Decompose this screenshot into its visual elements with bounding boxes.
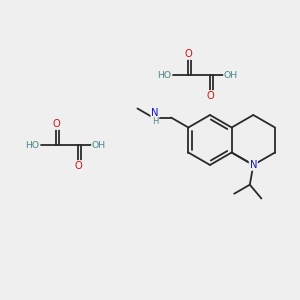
Text: N: N (250, 160, 257, 170)
Text: O: O (52, 119, 60, 129)
Text: H: H (152, 117, 158, 126)
Text: OH: OH (92, 140, 106, 149)
Text: O: O (184, 49, 192, 59)
Text: O: O (206, 91, 214, 101)
Text: HO: HO (25, 140, 39, 149)
Text: N: N (151, 107, 159, 118)
Text: O: O (74, 161, 82, 171)
Text: OH: OH (224, 70, 238, 80)
Text: HO: HO (157, 70, 171, 80)
